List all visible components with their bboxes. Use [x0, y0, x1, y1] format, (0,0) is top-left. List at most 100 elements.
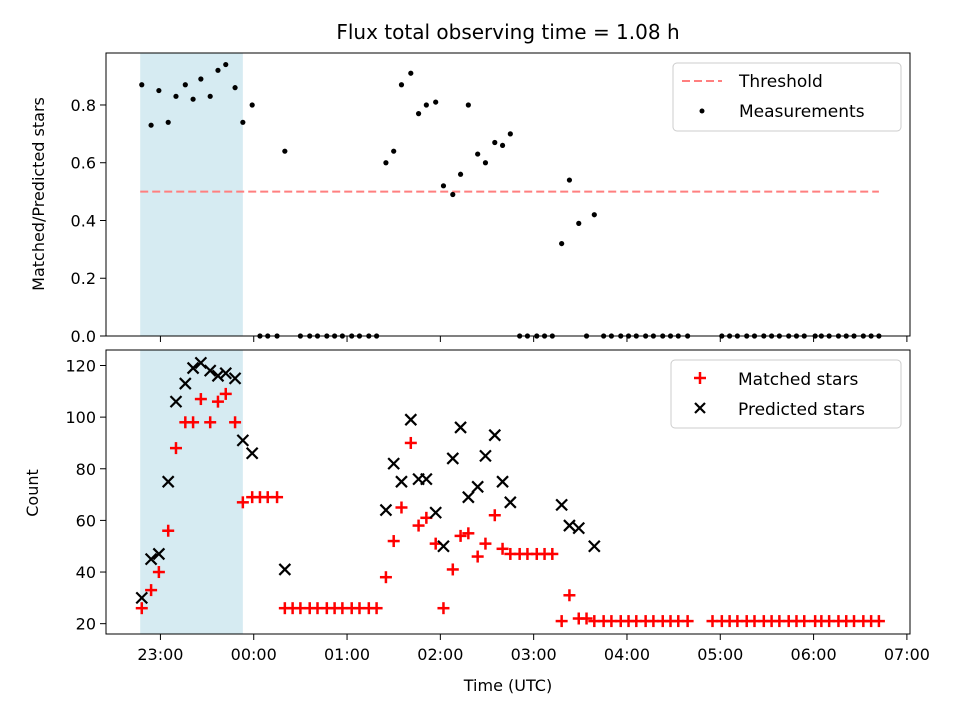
measurement-point	[475, 151, 481, 157]
legend-measurements-swatch	[699, 108, 705, 114]
predicted-star-point	[203, 364, 217, 377]
matched-star-point	[152, 566, 165, 579]
predicted-star-point	[379, 503, 393, 517]
measurement-point	[282, 148, 288, 154]
matched-star-point	[211, 395, 224, 408]
x-tick-label: 04:00	[604, 645, 650, 664]
predicted-star-point	[488, 428, 502, 442]
x-tick-label: 05:00	[697, 645, 743, 664]
predicted-star-point	[572, 521, 586, 535]
y-tick-label: 100	[65, 408, 96, 427]
predicted-star-point	[135, 591, 149, 605]
predicted-star-point	[179, 377, 192, 390]
x-tick-label: 06:00	[791, 645, 837, 664]
measurement-point	[249, 102, 255, 108]
y-axis-ticks: 0.0 0.2 0.4 0.6 0.8	[71, 96, 106, 346]
measurement-point	[232, 85, 238, 91]
legend-measurements-label: Measurements	[739, 102, 865, 122]
legend-threshold-label: Threshold	[738, 72, 823, 92]
y-axis-label-ratio: Matched/Predicted stars	[29, 97, 48, 291]
predicted-star-point	[228, 372, 242, 385]
matched-star-point	[219, 387, 232, 400]
matched-star-point	[437, 602, 450, 615]
measurement-point	[433, 99, 439, 105]
matched-star-point	[204, 416, 217, 429]
matched-star-point	[546, 547, 559, 560]
predicted-star-point	[454, 421, 467, 434]
predicted-star-point	[144, 552, 158, 566]
predicted-star-point	[437, 539, 450, 553]
x-tick-label: 02:00	[417, 645, 463, 664]
measurement-point	[207, 93, 213, 99]
x-tick-label: 07:00	[884, 645, 930, 664]
ratio-panel-frame	[105, 52, 911, 337]
predicted-star-point	[236, 434, 250, 447]
y-axis-ticks-count: 20 40 60 80 100 120	[65, 356, 106, 634]
predicted-star-point	[169, 395, 183, 408]
count-legend: Matched stars Predicted stars	[670, 359, 902, 429]
matched-star-point	[479, 537, 492, 550]
matched-star-point	[872, 615, 885, 628]
measurement-point	[198, 76, 204, 82]
measurement-point	[450, 191, 456, 198]
predicted-star-point	[420, 472, 433, 486]
legend-matched-swatch	[694, 372, 706, 384]
measurement-point	[576, 220, 582, 226]
matched-star-point	[404, 436, 417, 449]
legend-box	[670, 359, 902, 429]
matched-star-point	[379, 571, 392, 584]
matched-star-point	[229, 416, 242, 429]
y-tick-label: 0.0	[71, 327, 96, 346]
measurement-point	[482, 160, 489, 166]
measurement-point	[165, 119, 171, 125]
x-tick-label: 01:00	[324, 645, 370, 664]
measurement-point	[391, 148, 397, 154]
matched-star-point	[580, 612, 593, 625]
y-tick-label: 20	[76, 615, 96, 634]
measurement-point	[457, 171, 464, 177]
measurement-point	[566, 177, 573, 183]
predicted-star-point	[462, 490, 475, 504]
matched-star-point	[387, 535, 400, 548]
y-tick-label: 80	[76, 460, 96, 479]
measurement-point	[190, 96, 196, 102]
matched-star-point	[496, 542, 509, 555]
x-tick-label: 00:00	[231, 645, 277, 664]
measurement-point	[499, 142, 506, 149]
matched-star-point	[798, 615, 811, 628]
predicted-star-point	[194, 356, 208, 370]
y-tick-label: 60	[76, 511, 96, 530]
measurement-point	[440, 183, 447, 189]
y-tick-label: 0.4	[71, 211, 96, 230]
matched-star-point	[370, 602, 383, 615]
matched-star-point	[454, 529, 467, 542]
y-tick-label: 0.8	[71, 96, 96, 115]
measurement-point	[215, 67, 221, 73]
matched-star-point	[412, 519, 425, 532]
matched-star-point	[162, 524, 175, 537]
measurement-point	[591, 212, 597, 218]
measurement-points	[139, 61, 882, 339]
predicted-star-point	[245, 446, 259, 460]
predicted-star-point	[429, 506, 442, 519]
measurement-point	[240, 119, 246, 125]
predicted-star-point	[446, 452, 460, 465]
measurement-point	[148, 122, 154, 128]
y-tick-label: 40	[76, 563, 96, 582]
x-axis-ticks: 23:00 00:00 01:00 02:00 03:00 04:00 05:00 06:00…	[137, 634, 930, 664]
matched-star-point	[236, 496, 249, 509]
matched-star-point	[555, 615, 568, 628]
ratio-panel: 0.0 0.2 0.4 0.6 0.8 Flux total observing tim…	[29, 20, 911, 346]
legend-predicted-label: Predicted stars	[738, 400, 865, 420]
measurement-point	[507, 131, 513, 137]
matched-star-point	[194, 393, 207, 406]
measurement-point	[465, 102, 471, 108]
matched-star-point	[563, 589, 576, 602]
x-tick-label: 03:00	[511, 645, 557, 664]
matched-star-point	[471, 550, 484, 563]
predicted-star-point	[588, 539, 601, 553]
predicted-star-point	[563, 519, 576, 532]
predicted-star-point	[395, 475, 408, 488]
measurement-point	[139, 82, 145, 88]
measurement-point	[156, 87, 162, 94]
